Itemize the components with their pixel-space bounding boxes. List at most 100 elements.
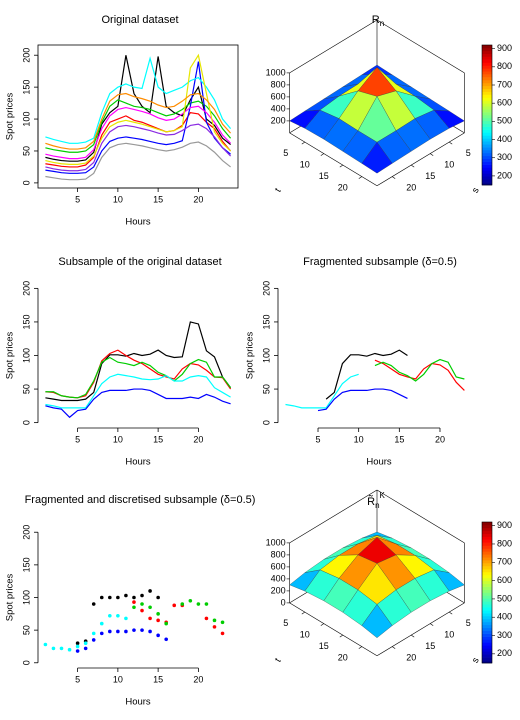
x-tick [320, 623, 324, 626]
point [116, 613, 120, 618]
point [75, 641, 80, 645]
colorbar-tick-label: 700 [497, 79, 512, 89]
colorbar-segment [482, 97, 492, 101]
y-tick [411, 164, 415, 168]
y-tick-label: 200 [21, 48, 31, 63]
colorbar-segment [482, 630, 492, 634]
z-tick-label: 1000 [266, 537, 286, 547]
x-tick-label: 10 [113, 674, 123, 684]
y-tick-label: 150 [261, 314, 271, 329]
y-tick-label: 100 [21, 112, 31, 127]
colorbar-tick-label: 500 [497, 593, 512, 603]
surface-facet [361, 141, 393, 174]
colorbar-segment [482, 636, 492, 640]
colorbar-segment [482, 633, 492, 637]
point [43, 642, 48, 647]
y-tick [392, 646, 396, 649]
point [220, 631, 225, 636]
y-tick-label: 150 [21, 314, 31, 329]
point [132, 600, 136, 604]
x-tick-label: 10 [300, 159, 310, 169]
panel-title: Subsample of the original dataset [58, 256, 221, 268]
point [156, 612, 160, 616]
colorbar-segment [482, 618, 492, 623]
y-tick-label: 20 [406, 182, 416, 192]
colorbar-segment [482, 82, 492, 87]
panel-title: R̃nK [367, 491, 385, 510]
x-tick-label: 10 [300, 629, 310, 639]
x-tick-label: 5 [75, 434, 80, 444]
colorbar-segment [482, 527, 492, 532]
title-subscript: n [375, 501, 379, 510]
colorbar-segment [482, 126, 492, 130]
y-tick-label: 10 [444, 629, 454, 639]
point [132, 605, 136, 610]
y-tick-label: 200 [21, 281, 31, 296]
z-tick-label: 400 [271, 573, 286, 583]
colorbar-segment [482, 613, 492, 617]
series-line [317, 388, 408, 412]
box-edge [289, 132, 378, 187]
point [156, 595, 160, 600]
series-line [374, 359, 465, 391]
colorbar-segment [482, 164, 492, 168]
colorbar-segment [482, 71, 492, 75]
y-tick [430, 153, 434, 156]
y-tick-label: 50 [21, 625, 31, 635]
colorbar-segment [482, 571, 492, 576]
point [148, 589, 152, 593]
series-line [285, 373, 359, 409]
colorbar-segment [482, 654, 492, 658]
z-tick-label: 200 [271, 115, 286, 125]
x-axis-label: t [273, 656, 284, 664]
colorbar-segment [482, 642, 492, 646]
colorbar-segment [482, 68, 492, 72]
point [140, 608, 144, 613]
colorbar-tick-label: 200 [497, 170, 512, 180]
point [108, 613, 112, 618]
x-tick [301, 611, 305, 615]
colorbar-segment [482, 557, 492, 561]
x-tick-label: 20 [338, 652, 348, 662]
colorbar-segment [482, 80, 492, 84]
point [156, 633, 160, 638]
x-axis-label: Hours [366, 457, 392, 468]
series-line [45, 53, 232, 165]
colorbar-segment [482, 132, 492, 136]
x-axis-label: Hours [125, 217, 151, 228]
colorbar-segment [482, 660, 492, 664]
colorbar-segment [482, 117, 492, 122]
colorbar-segment [482, 639, 492, 643]
colorbar-segment [482, 604, 492, 608]
series-line [45, 61, 231, 174]
colorbar-segment [482, 530, 492, 535]
x-tick-label: 15 [319, 641, 329, 651]
series-line [45, 99, 232, 153]
point [99, 621, 104, 626]
point [204, 602, 209, 606]
y-axis-label: s [470, 185, 482, 195]
x-tick-label: 5 [283, 148, 288, 158]
colorbar-segment [482, 524, 492, 529]
point [164, 637, 168, 642]
colorbar-segment [482, 542, 492, 546]
colorbar-segment [482, 580, 492, 584]
x-tick-label: 5 [75, 674, 80, 684]
z-tick-label: 1000 [266, 67, 286, 77]
colorbar-segment [482, 179, 492, 183]
colorbar-segment [482, 566, 492, 570]
point [124, 616, 128, 621]
colorbar-segment [482, 91, 492, 95]
point [124, 593, 128, 598]
series-line [45, 112, 232, 168]
colorbar-segment [482, 147, 492, 151]
z-tick-label: 0 [281, 597, 286, 607]
y-tick-label: 200 [261, 281, 271, 296]
x-tick [358, 646, 362, 649]
panel-title: Original dataset [101, 14, 178, 26]
point [156, 618, 160, 623]
x-tick-label: 20 [435, 434, 445, 444]
colorbar-segment [482, 158, 492, 162]
colorbar-segment [482, 610, 492, 614]
